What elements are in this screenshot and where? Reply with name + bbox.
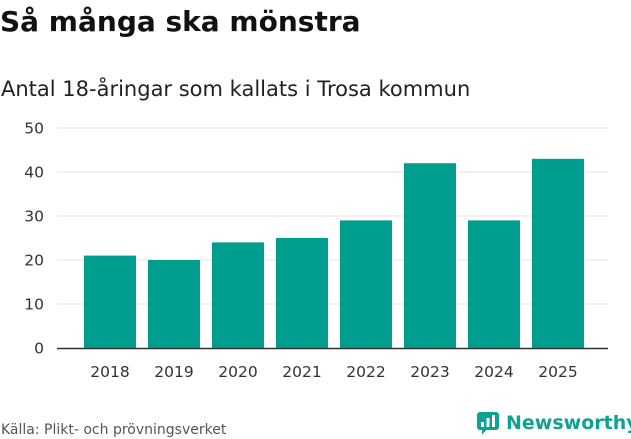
- x-tick-label: 2019: [154, 363, 193, 381]
- bar-2025: [532, 158, 584, 348]
- y-tick-label: 50: [24, 120, 44, 138]
- y-tick-label: 10: [24, 296, 44, 314]
- y-axis-ticks: 0 10 20 30 40 50: [24, 120, 44, 358]
- gridlines: [57, 127, 608, 305]
- y-tick-label: 0: [34, 340, 44, 358]
- x-axis-ticks: 2018 2019 2020 2021 2022 2023 2024 2025: [90, 363, 577, 381]
- x-tick-label: 2023: [410, 363, 449, 381]
- x-tick-label: 2020: [218, 363, 257, 381]
- bar-2019: [148, 260, 200, 348]
- x-tick-label: 2025: [538, 363, 577, 381]
- chart-subtitle: Antal 18-åringar som kallats i Trosa kom…: [1, 77, 471, 101]
- x-tick-label: 2022: [346, 363, 385, 381]
- bar-2020: [212, 242, 264, 348]
- bar-2022: [340, 220, 392, 348]
- bar-2021: [276, 238, 328, 348]
- bar-2018: [84, 255, 136, 348]
- bar-2024: [468, 220, 520, 348]
- bars: [84, 158, 584, 348]
- y-tick-label: 20: [24, 252, 44, 270]
- newsworthy-logo-icon: [477, 412, 499, 435]
- brand-logo: Newsworthy: [476, 409, 631, 437]
- brand-name: Newsworthy: [506, 412, 631, 434]
- bar-2023: [404, 163, 456, 348]
- x-tick-label: 2024: [474, 363, 513, 381]
- y-tick-label: 30: [24, 208, 44, 226]
- chart-title: Så många ska mönstra: [0, 5, 361, 38]
- x-tick-label: 2018: [90, 363, 129, 381]
- source-note: Källa: Plikt- och prövningsverket: [1, 422, 227, 438]
- x-tick-label: 2021: [282, 363, 321, 381]
- y-tick-label: 40: [24, 164, 44, 182]
